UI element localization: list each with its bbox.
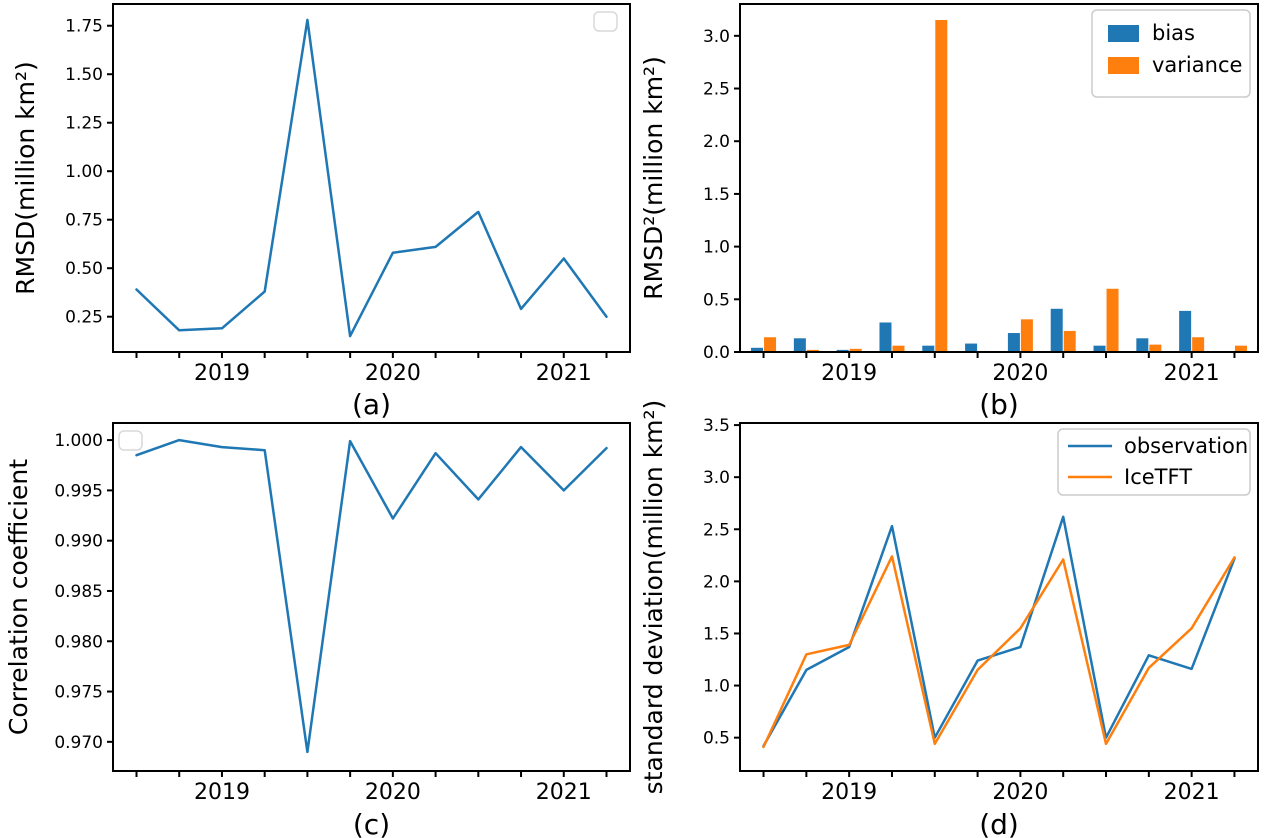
legend: bias variance bbox=[1091, 9, 1251, 98]
y-tick-label: 1.25 bbox=[65, 114, 103, 134]
bias-bar bbox=[836, 349, 849, 352]
variance-bar bbox=[935, 20, 948, 353]
bias-bar bbox=[879, 322, 892, 352]
y-axis-label: Correlation coefficient bbox=[4, 459, 33, 735]
y-tick-label: 0.990 bbox=[54, 532, 103, 552]
y-tick-label: 3.5 bbox=[703, 416, 730, 436]
variance-bar bbox=[1106, 288, 1119, 352]
panel-caption: (a) bbox=[352, 388, 391, 421]
y-tick-label: 1.75 bbox=[65, 17, 103, 37]
variance-bar bbox=[1149, 344, 1162, 352]
x-tick-label: 2021 bbox=[1164, 361, 1220, 386]
y-tick-label: 2.0 bbox=[703, 572, 730, 592]
legend-label: bias bbox=[1152, 21, 1195, 45]
x-tick-label: 2020 bbox=[992, 780, 1048, 805]
axes-frame bbox=[112, 422, 631, 772]
legend bbox=[118, 430, 143, 451]
x-tick-label: 2021 bbox=[536, 780, 592, 805]
y-tick-label: 1.5 bbox=[703, 624, 730, 644]
y-tick-label: 0.5 bbox=[703, 290, 730, 310]
panel-a: 0.25 0.50 0.75 1.00 1.25 1.50 1.75 2019 2020 2021… bbox=[11, 3, 631, 421]
legend-label: observation bbox=[1124, 434, 1248, 458]
axes-frame bbox=[739, 422, 1259, 772]
y-tick-label: 0.995 bbox=[54, 481, 103, 501]
bias-bar bbox=[1136, 338, 1149, 352]
y-tick-label: 0.25 bbox=[65, 308, 103, 328]
bias-bar bbox=[922, 345, 935, 352]
variance-bar bbox=[1063, 330, 1076, 352]
y-tick-label: 0.5 bbox=[703, 729, 730, 749]
bias-bar bbox=[1093, 345, 1106, 352]
variance-bar bbox=[849, 348, 862, 352]
x-tick-label: 2021 bbox=[536, 361, 592, 386]
y-tick-label: 0.50 bbox=[65, 259, 103, 279]
bias-bar bbox=[793, 338, 806, 352]
y-tick-label: 2.0 bbox=[703, 132, 730, 152]
x-tick-label: 2019 bbox=[194, 361, 250, 386]
legend-label: IceTFT bbox=[1124, 465, 1192, 489]
y-tick-label: 2.5 bbox=[703, 80, 730, 100]
panel-caption: (d) bbox=[979, 808, 1019, 838]
y-tick-label: 3.0 bbox=[703, 27, 730, 47]
variance-bar bbox=[1020, 319, 1033, 352]
bias-bar bbox=[1007, 333, 1020, 352]
panel-b: 0.0 0.5 1.0 1.5 2.0 2.5 3.0 2019 2020 2021 RMSD²(m… bbox=[639, 3, 1259, 421]
empty-legend-box bbox=[593, 11, 618, 32]
y-tick-label: 1.00 bbox=[65, 162, 103, 182]
y-tick-label: 1.5 bbox=[703, 185, 730, 205]
x-tick-label: 2019 bbox=[194, 780, 250, 805]
panel-caption: (c) bbox=[353, 808, 390, 838]
y-axis-label: standard deviation(million km²) bbox=[639, 400, 668, 795]
y-tick-label: 3.0 bbox=[703, 468, 730, 488]
axes-frame bbox=[739, 3, 1259, 353]
observation-line bbox=[762, 515, 1236, 748]
x-tick-label: 2021 bbox=[1164, 780, 1220, 805]
y-tick-label: 0.0 bbox=[703, 343, 730, 363]
correlation-line bbox=[135, 438, 608, 754]
legend-swatch-variance bbox=[1108, 57, 1139, 74]
bias-bar bbox=[751, 347, 764, 352]
variance-bar bbox=[1192, 337, 1205, 352]
panel-caption: (b) bbox=[979, 388, 1019, 421]
legend-swatch-bias bbox=[1108, 25, 1139, 42]
y-tick-label: 0.975 bbox=[54, 683, 103, 703]
x-tick-label: 2020 bbox=[365, 780, 421, 805]
empty-legend-box bbox=[118, 430, 143, 451]
panel-d: 0.5 1.0 1.5 2.0 2.5 3.0 3.5 2019 2020 2021 standar… bbox=[639, 400, 1259, 838]
legend-label: variance bbox=[1152, 53, 1242, 77]
axes-frame bbox=[112, 3, 631, 353]
y-tick-label: 0.985 bbox=[54, 582, 103, 602]
variance-bar bbox=[806, 349, 819, 352]
y-tick-label: 1.50 bbox=[65, 65, 103, 85]
y-tick-label: 1.000 bbox=[54, 431, 103, 451]
bias-bar bbox=[1050, 308, 1063, 352]
y-tick-label: 0.75 bbox=[65, 211, 103, 231]
y-tick-label: 1.0 bbox=[703, 238, 730, 258]
legend bbox=[593, 11, 618, 32]
bias-bar bbox=[1179, 310, 1192, 352]
x-tick-label: 2020 bbox=[992, 361, 1048, 386]
variance-bar bbox=[1234, 345, 1247, 352]
y-tick-label: 2.5 bbox=[703, 520, 730, 540]
x-tick-label: 2019 bbox=[821, 361, 877, 386]
variance-bar bbox=[764, 337, 777, 352]
RMSD-line bbox=[135, 18, 608, 338]
x-tick-label: 2019 bbox=[821, 780, 877, 805]
y-tick-label: 0.970 bbox=[54, 733, 103, 753]
IceTFT-line bbox=[762, 555, 1236, 749]
variance-bar bbox=[892, 345, 905, 352]
y-axis-label: RMSD(million km²) bbox=[11, 61, 40, 295]
panel-c: 0.970 0.975 0.980 0.985 0.990 0.995 1.000 2019 2… bbox=[4, 422, 631, 838]
bias-bar bbox=[965, 343, 978, 352]
y-axis-label: RMSD²(million km²) bbox=[639, 56, 668, 300]
y-tick-label: 0.980 bbox=[54, 632, 103, 652]
y-tick-label: 1.0 bbox=[703, 677, 730, 697]
legend: observation IceTFT bbox=[1057, 428, 1251, 496]
x-tick-label: 2020 bbox=[365, 361, 421, 386]
